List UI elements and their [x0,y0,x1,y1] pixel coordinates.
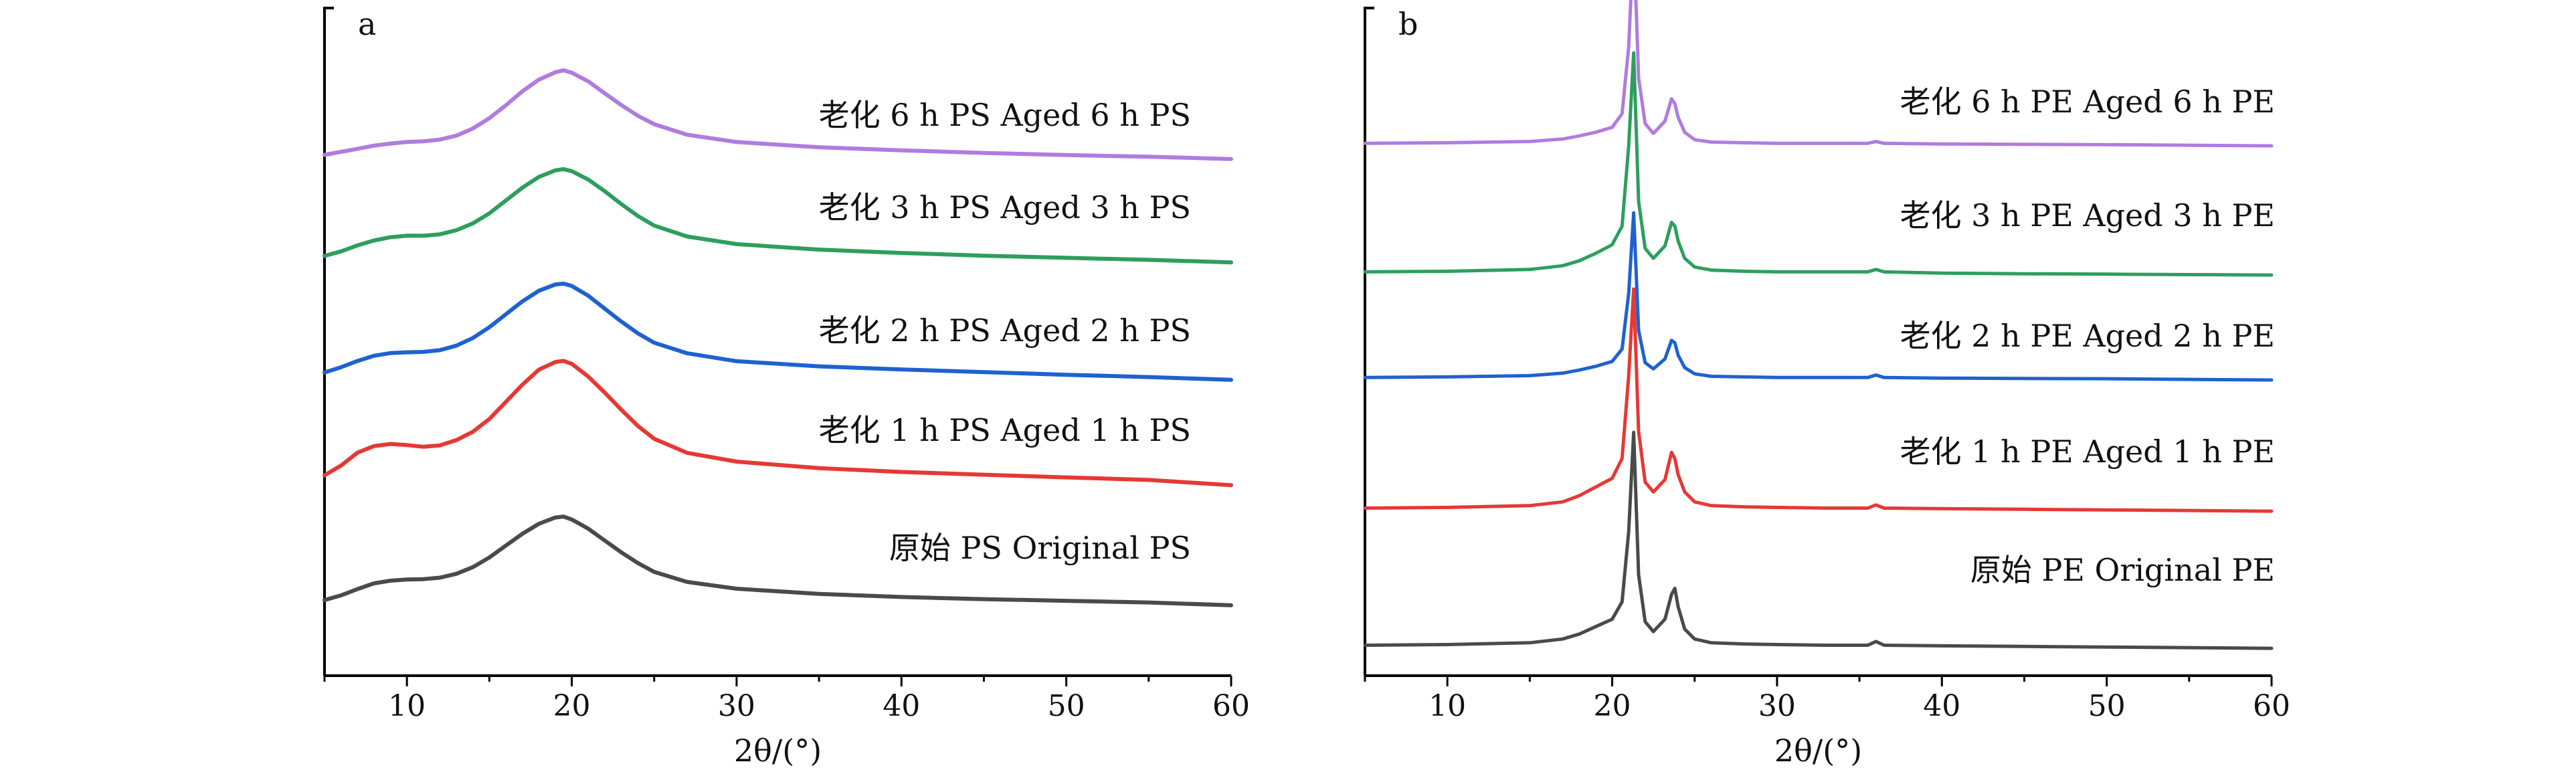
x-tick-label: 60 [1212,689,1250,723]
panel-label: b [1398,6,1418,42]
x-tick-label: 30 [718,689,755,723]
series-label: 老化 6 h PS Aged 6 h PS [819,97,1191,133]
panel-b: 10 20 30 40 50 60 2θ/(°) b 原始 PE Original PE 老化 1… [1363,0,2290,769]
series-line [1363,287,2274,513]
series-label: 老化 6 h PE Aged 6 h PE [1900,84,2275,120]
x-tick-label: 20 [1594,689,1631,723]
x-axis-label: 2θ/(°) [1774,733,1862,769]
y-axis-line [323,7,334,676]
x-tick-label: 40 [1923,689,1960,723]
x-tick-label: 50 [2088,689,2126,723]
x-tick-label: 30 [1758,689,1796,723]
series-line [323,359,1233,488]
series-label: 老化 1 h PE Aged 1 h PE [1900,434,2275,470]
series-line [1363,0,2274,148]
y-axis-line [1364,7,1374,676]
series-line [323,68,1233,161]
series-line [323,514,1233,607]
panel-a: 10 20 30 40 50 60 2θ/(°) a 原始 PS Original PS 老化 1… [323,6,1250,769]
series-line [1363,51,2274,277]
panel-label: a [358,6,376,42]
x-tick-label: 20 [553,689,591,723]
series-line [323,282,1233,382]
x-tick-label: 60 [2253,689,2290,723]
series-label: 原始 PE Original PE [1970,552,2275,588]
series-label: 老化 2 h PE Aged 2 h PE [1900,318,2275,354]
x-axis-label: 2θ/(°) [734,733,822,769]
series-label: 老化 2 h PS Aged 2 h PS [819,312,1191,349]
series-label: 老化 3 h PS Aged 3 h PS [819,189,1191,225]
x-tick-label: 10 [388,689,426,723]
series-label: 老化 1 h PS Aged 1 h PS [819,412,1191,448]
series-label: 原始 PS Original PS [889,530,1191,566]
x-tick-label: 50 [1048,689,1085,723]
series-label: 老化 3 h PE Aged 3 h PE [1900,197,2275,233]
x-tick-label: 10 [1429,689,1466,723]
series-line [1363,430,2274,650]
series-line [1363,211,2274,382]
x-tick-label: 40 [883,689,920,723]
series-line [323,167,1233,265]
